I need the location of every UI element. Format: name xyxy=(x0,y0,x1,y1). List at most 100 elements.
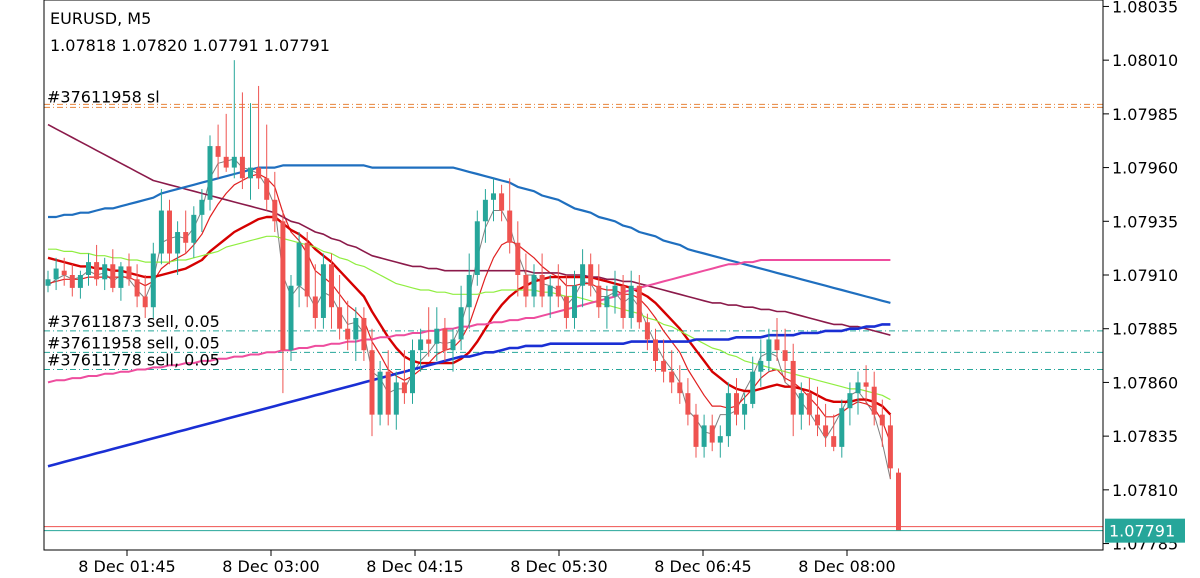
candle-body xyxy=(239,156,245,179)
candle-body xyxy=(466,275,472,308)
candle-body xyxy=(766,339,772,361)
order-label: #37611778 sell, 0.05 xyxy=(47,351,220,370)
candle xyxy=(717,425,723,458)
candle xyxy=(215,124,221,179)
candle xyxy=(636,275,642,329)
candle xyxy=(685,378,691,426)
candle-body xyxy=(288,285,294,351)
current-price-marker: 1.07791 xyxy=(1105,518,1185,543)
candle xyxy=(385,350,391,426)
candle-body xyxy=(742,403,748,415)
candle-body xyxy=(531,275,537,297)
candle xyxy=(126,253,132,286)
candle-body xyxy=(207,146,213,200)
candle xyxy=(337,275,343,340)
candle xyxy=(806,378,812,426)
candle-body xyxy=(734,393,739,415)
candle-body xyxy=(94,262,100,280)
candle-body xyxy=(426,339,432,344)
candle-body xyxy=(709,425,715,443)
time-tick-label: 8 Dec 04:15 xyxy=(366,557,463,576)
order-line[interactable] xyxy=(44,103,1103,108)
price-tick-label: 1.07910 xyxy=(1112,266,1178,285)
candle xyxy=(45,270,51,293)
candle-body xyxy=(661,360,667,372)
candle xyxy=(53,257,59,291)
candle xyxy=(782,328,788,383)
price-axis[interactable]: 1.08035 1.08010 1.07985 1.07960 1.07935 1.079… xyxy=(1103,0,1178,554)
candle-body xyxy=(685,393,691,415)
candle-body xyxy=(329,264,334,308)
current-price-label: 1.07791 xyxy=(1109,522,1175,541)
candle xyxy=(296,232,302,308)
candle-body xyxy=(823,425,829,437)
indicator-line xyxy=(47,215,892,416)
candle xyxy=(167,199,172,265)
candle xyxy=(790,343,796,437)
price-tick-label: 1.07835 xyxy=(1112,427,1178,446)
candle xyxy=(815,386,820,437)
time-tick-label: 8 Dec 03:00 xyxy=(222,557,319,576)
candle-body xyxy=(887,425,893,469)
candle xyxy=(248,103,253,200)
candle-body xyxy=(126,266,132,280)
candle-body xyxy=(361,317,367,351)
candle xyxy=(393,371,399,430)
candle xyxy=(426,307,432,357)
candle xyxy=(69,264,75,297)
candle-body xyxy=(782,350,788,361)
candle xyxy=(312,264,318,329)
candle-body xyxy=(183,232,189,243)
order-label: #37611873 sell, 0.05 xyxy=(47,312,220,331)
candle xyxy=(442,317,448,361)
candle-body xyxy=(523,275,529,297)
candle xyxy=(758,339,764,387)
candle-body xyxy=(385,371,391,415)
candle-body xyxy=(482,199,488,222)
candle-body xyxy=(264,178,270,200)
time-axis[interactable]: 8 Dec 01:45 8 Dec 03:00 8 Dec 04:15 8 Dec 0… xyxy=(78,550,896,576)
candle xyxy=(823,403,829,447)
candle-body xyxy=(790,360,796,415)
candle xyxy=(531,264,537,308)
candle xyxy=(798,382,804,430)
order-lines[interactable] xyxy=(44,103,1103,371)
candle xyxy=(677,365,683,404)
candle-body xyxy=(191,214,197,243)
candle xyxy=(361,307,367,361)
candle-body xyxy=(491,193,496,200)
candle xyxy=(661,339,667,383)
time-tick-label: 8 Dec 05:30 xyxy=(510,557,607,576)
candle xyxy=(596,264,602,318)
indicator-line xyxy=(47,323,891,468)
candle xyxy=(701,414,707,458)
candle-body xyxy=(61,270,67,275)
candle-body xyxy=(644,322,650,340)
candle xyxy=(766,328,772,372)
candle xyxy=(434,307,440,361)
candle xyxy=(175,221,181,275)
order-label: #37611958 sl xyxy=(47,87,160,106)
candle xyxy=(491,178,496,222)
candle xyxy=(709,414,715,452)
candle-body xyxy=(620,285,626,318)
order-label: #37611958 sell, 0.05 xyxy=(47,333,220,352)
candle-body xyxy=(871,386,877,415)
candle xyxy=(110,249,116,293)
candle xyxy=(377,360,383,426)
candle-body xyxy=(725,393,731,437)
candle-body xyxy=(410,350,415,394)
candle-body xyxy=(418,339,424,351)
candle xyxy=(774,317,780,361)
indicator-line xyxy=(48,164,891,304)
time-tick-label: 8 Dec 08:00 xyxy=(798,557,895,576)
candle xyxy=(539,253,545,308)
candle-body xyxy=(401,382,407,394)
candle-body xyxy=(847,393,853,409)
candle xyxy=(134,264,140,308)
candle xyxy=(458,285,464,351)
candle xyxy=(142,275,148,318)
candlesticks xyxy=(45,60,901,531)
candle-body xyxy=(118,266,124,288)
